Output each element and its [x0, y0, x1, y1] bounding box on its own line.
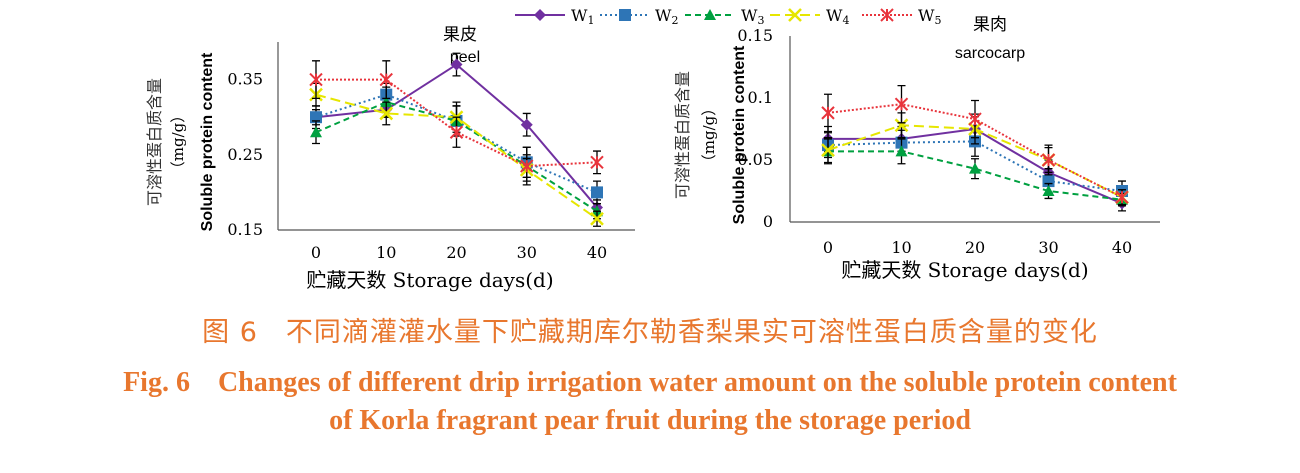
x-tick-label: 10 — [891, 238, 911, 257]
data-point — [449, 125, 464, 139]
x-tick-label: 30 — [1038, 238, 1058, 257]
x-tick-label: 10 — [376, 243, 396, 262]
y-axis-label-en: Soluble protein content — [731, 45, 748, 224]
legend-label: W2 — [655, 6, 678, 27]
y-axis-label-unit: （mg/g） — [700, 101, 718, 169]
y-axis-label-unit: （mg/g） — [169, 108, 187, 176]
legend-marker — [704, 9, 716, 20]
x-axis-label: 贮藏天数 Storage days(d) — [306, 268, 553, 292]
x-tick-label: 20 — [965, 238, 985, 257]
y-tick-label: 0.25 — [227, 145, 263, 164]
legend-label: W5 — [918, 6, 941, 27]
data-point — [895, 145, 908, 157]
x-tick-label: 0 — [311, 243, 321, 262]
x-tick-label: 40 — [587, 243, 607, 262]
legend-entry-1: W1 — [515, 6, 594, 27]
figure-caption-en-line2: of Korla fragrant pear fruit during the … — [329, 405, 971, 436]
legend-marker — [880, 8, 894, 22]
data-point — [1042, 185, 1055, 196]
y-axis-label-cn: 可溶性蛋白质含量 — [145, 78, 164, 206]
panel-title: 果肉 — [973, 15, 1007, 35]
y-tick-label: 0.15 — [737, 26, 773, 45]
data-point — [520, 159, 534, 173]
legend-label: W4 — [826, 6, 849, 27]
data-point — [1115, 190, 1129, 204]
y-tick-label: 0.15 — [227, 220, 263, 239]
legend-entry-5: W5 — [862, 6, 941, 27]
data-point — [821, 106, 835, 120]
legend-entry-4: W4 — [770, 6, 849, 27]
legend-entry-2: W2 — [600, 6, 678, 27]
data-point — [590, 211, 604, 226]
legend-label: W3 — [741, 6, 764, 27]
series-w4 — [309, 82, 604, 227]
y-axis-label-cn: 可溶性蛋白质含量 — [673, 71, 692, 199]
x-axis-label: 贮藏天数 Storage days(d) — [841, 258, 1088, 282]
data-point — [450, 58, 463, 71]
data-point — [379, 72, 393, 87]
y-tick-label: 0.35 — [227, 70, 263, 89]
legend-marker — [788, 8, 802, 22]
data-point — [310, 126, 322, 138]
series-w5 — [309, 60, 604, 186]
data-point — [379, 106, 394, 121]
data-point — [520, 118, 533, 131]
x-tick-label: 40 — [1112, 238, 1132, 257]
y-tick-label: 0 — [763, 212, 773, 231]
legend-entry-3: W3 — [685, 6, 764, 27]
legend: W1 W2 W3 W4 W5 — [515, 6, 941, 27]
legend-marker — [619, 9, 631, 21]
panel-subtitle: sarcocarp — [955, 45, 1025, 62]
panel-title: 果皮 — [443, 25, 477, 45]
chart-figure: W1 W2 W3 W4 W50.150.250.350 10 20 30 40果皮peel贮藏天… — [145, 6, 1160, 292]
x-tick-label: 0 — [823, 238, 833, 257]
y-axis-label-en: Soluble protein content — [199, 52, 216, 231]
legend-label: W1 — [571, 6, 594, 27]
x-tick-label: 20 — [446, 243, 466, 262]
data-point — [310, 111, 322, 124]
series-line — [828, 150, 1123, 201]
y-tick-label: 0.05 — [737, 150, 773, 169]
data-point — [968, 112, 982, 126]
data-point — [590, 155, 604, 170]
data-point — [894, 97, 909, 111]
data-point — [969, 162, 981, 174]
data-point — [1041, 153, 1056, 167]
data-point — [309, 72, 323, 87]
series-w5 — [821, 84, 1129, 206]
figure-caption-en-line1: Fig. 6 Changes of different drip irrigat… — [123, 367, 1177, 398]
series-line — [315, 93, 598, 194]
x-tick-label: 30 — [517, 243, 537, 262]
figure-caption-cn: 图 6 不同滴灌灌水量下贮藏期库尔勒香梨果实可溶性蛋白质含量的变化 — [202, 317, 1098, 348]
legend-marker — [534, 9, 546, 21]
data-point — [894, 118, 909, 133]
series-line — [827, 140, 1123, 192]
chart-panel-right: 0 0.05 0.1 0.15 0 10 20 30 40 果肉 sarcocarp 贮藏天数 Sto… — [673, 15, 1160, 282]
series-line — [315, 101, 598, 213]
data-point — [591, 186, 603, 199]
y-tick-label: 0.1 — [748, 88, 773, 107]
data-point — [821, 143, 835, 157]
